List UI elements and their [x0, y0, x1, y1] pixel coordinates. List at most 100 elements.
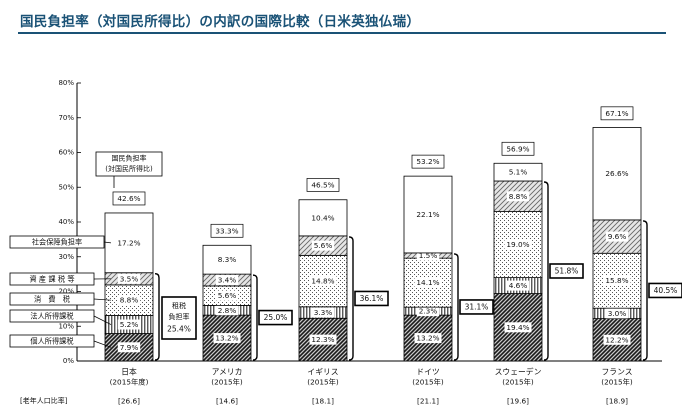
category-label: イギリス: [307, 368, 338, 377]
category-label: 日本: [121, 367, 137, 377]
segment-label-bg: [117, 342, 141, 353]
segment-label-bg: [213, 333, 241, 344]
segment-value-label: 15.8%: [605, 276, 628, 285]
legend-leader-line: [93, 315, 112, 325]
y-tick-label: 40%: [58, 218, 74, 226]
segment-label-bg: [603, 275, 631, 286]
total-value-box: [210, 223, 244, 238]
tax-total-label: 31.1%: [465, 302, 489, 311]
elderly-ratio-value: [14.6]: [216, 397, 238, 406]
segment-value-label: 2.3%: [419, 307, 438, 316]
bar-segment-shakai: [202, 244, 252, 275]
segment-value-label: 5.6%: [314, 241, 333, 250]
segment-value-label: 26.6%: [605, 169, 628, 178]
japan-tax-line2: 負担率: [169, 312, 190, 321]
category-year-label: (2015年度): [110, 378, 149, 387]
segment-value-label: 8.8%: [509, 192, 528, 201]
y-tick-label: 60%: [58, 149, 74, 157]
total-callout-line2: (対国民所得比): [105, 164, 153, 173]
segment-value-label: 9.6%: [608, 232, 627, 241]
y-tick-label: 50%: [58, 183, 74, 191]
segment-label-bg: [309, 276, 337, 287]
legend-leader-line: [93, 298, 112, 301]
bar-segment-shakai: [298, 199, 348, 237]
total-value-box: [411, 154, 445, 169]
total-value-label: 33.3%: [215, 226, 238, 235]
category-label: フランス: [601, 368, 632, 377]
category-year-label: (2015年): [307, 378, 339, 387]
total-value-label: 53.2%: [416, 157, 439, 166]
tax-total-label: 36.1%: [360, 294, 384, 303]
legend-leader-line: [103, 241, 112, 244]
tax-total-label: 40.5%: [654, 286, 678, 295]
legend-leader-line: [93, 340, 112, 348]
total-value-label: 56.9%: [506, 144, 529, 153]
total-value-label: 46.5%: [311, 180, 334, 189]
segment-value-label: 13.2%: [215, 334, 238, 343]
segment-value-label: 1.5%: [419, 251, 438, 260]
y-tick-label: 20%: [58, 288, 74, 296]
segment-label-bg: [414, 277, 442, 288]
segment-label-bg: [504, 239, 532, 250]
y-tick-label: 0%: [63, 357, 74, 365]
segment-label-bg: [506, 191, 530, 202]
japan-tax-line1: 租税: [172, 301, 186, 310]
segment-label-bg: [311, 240, 335, 251]
segment-value-label: 19.4%: [506, 323, 529, 332]
category-label: アメリカ: [212, 368, 243, 377]
segment-value-label: 3.4%: [218, 276, 237, 285]
y-tick-label: 30%: [58, 253, 74, 261]
segment-value-label: 13.2%: [416, 334, 439, 343]
segment-label-bg: [117, 319, 141, 330]
segment-label-bg: [504, 322, 532, 333]
segment-value-label: 19.0%: [506, 240, 529, 249]
total-value-box: [306, 178, 340, 192]
tax-bracket: [543, 181, 549, 361]
segment-label-bg: [215, 305, 239, 316]
tax-total-label: 25.0%: [264, 313, 288, 322]
tax-total-box: [354, 290, 389, 307]
segment-value-label: 8.8%: [120, 296, 139, 305]
segment-value-label: 3.5%: [120, 274, 139, 283]
segment-label-bg: [506, 280, 530, 291]
tax-total-box: [258, 309, 293, 326]
total-callout-box: [95, 151, 163, 177]
tax-bracket: [348, 236, 354, 361]
total-value-box: [112, 191, 146, 206]
segment-label-bg: [311, 307, 335, 318]
tax-bracket: [252, 274, 258, 361]
title-underline: [18, 32, 666, 34]
segment-value-label: 5.6%: [218, 291, 237, 300]
segment-label-bg: [215, 290, 239, 301]
segment-label-bg: [309, 334, 337, 345]
y-tick-label: 10%: [58, 322, 74, 330]
segment-label-bg: [416, 250, 440, 261]
segment-value-label: 5.1%: [509, 168, 528, 177]
elderly-ratio-value: [18.1]: [312, 397, 334, 406]
category-label: スウェーデン: [495, 367, 542, 377]
segment-value-label: 5.2%: [120, 320, 139, 329]
segment-label-bg: [117, 295, 141, 306]
bar-segment-shakai: [403, 175, 453, 254]
category-year-label: (2015年): [601, 378, 633, 387]
legend-label-kojin: 個人所得課税: [30, 337, 73, 346]
segment-value-label: 17.2%: [117, 238, 140, 247]
segment-label-bg: [414, 333, 442, 344]
tax-bracket-japan: [154, 273, 160, 361]
legend-label-hojin: 法人所得課税: [30, 312, 73, 321]
segment-value-label: 14.8%: [311, 277, 334, 286]
segment-label-bg: [605, 308, 629, 319]
category-year-label: (2015年): [502, 378, 534, 387]
tax-total-box: [549, 263, 584, 279]
elderly-ratio-value: [19.6]: [507, 397, 529, 406]
segment-value-label: 4.6%: [509, 281, 528, 290]
tax-bracket: [642, 220, 648, 361]
japan-tax-value: 25.4%: [167, 325, 191, 334]
segment-value-label: 14.1%: [416, 278, 439, 287]
japan-tax-box: [161, 296, 197, 340]
segment-value-label: 3.3%: [314, 308, 333, 317]
bar-segment-shakai: [104, 212, 154, 274]
total-value-box: [600, 106, 634, 121]
tax-total-label: 51.8%: [555, 266, 579, 275]
